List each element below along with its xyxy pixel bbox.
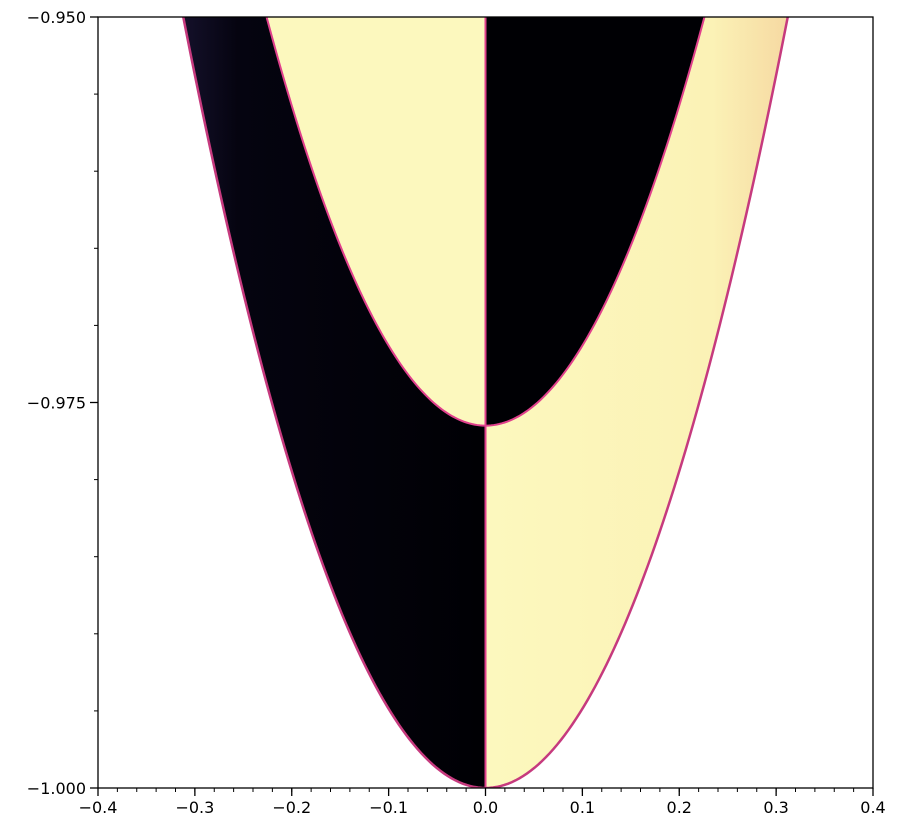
y-tick-label: −0.950 [27,8,86,27]
x-tick-label: 0.0 [473,798,498,817]
x-tick-label: −0.4 [79,798,118,817]
x-tick-label: −0.3 [175,798,214,817]
x-tick-label: 0.4 [860,798,885,817]
outer-boundary-line [182,17,789,788]
x-tick-label: −0.2 [272,798,311,817]
x-tick-label: 0.2 [667,798,692,817]
plot-area [182,17,789,788]
x-axis: −0.4 −0.3 −0.2 −0.1 0.0 0.1 0.2 0.3 0.4 [79,788,886,817]
y-tick-label: −1.000 [27,779,86,798]
inner-dark-region [485,17,705,426]
x-tick-label: −0.1 [369,798,408,817]
x-tick-label: 0.3 [763,798,788,817]
x-tick-label: 0.1 [570,798,595,817]
y-tick-label: −0.975 [27,394,86,413]
y-axis: −1.000 −0.975 −0.950 [27,8,98,798]
inner-light-region [266,17,486,426]
